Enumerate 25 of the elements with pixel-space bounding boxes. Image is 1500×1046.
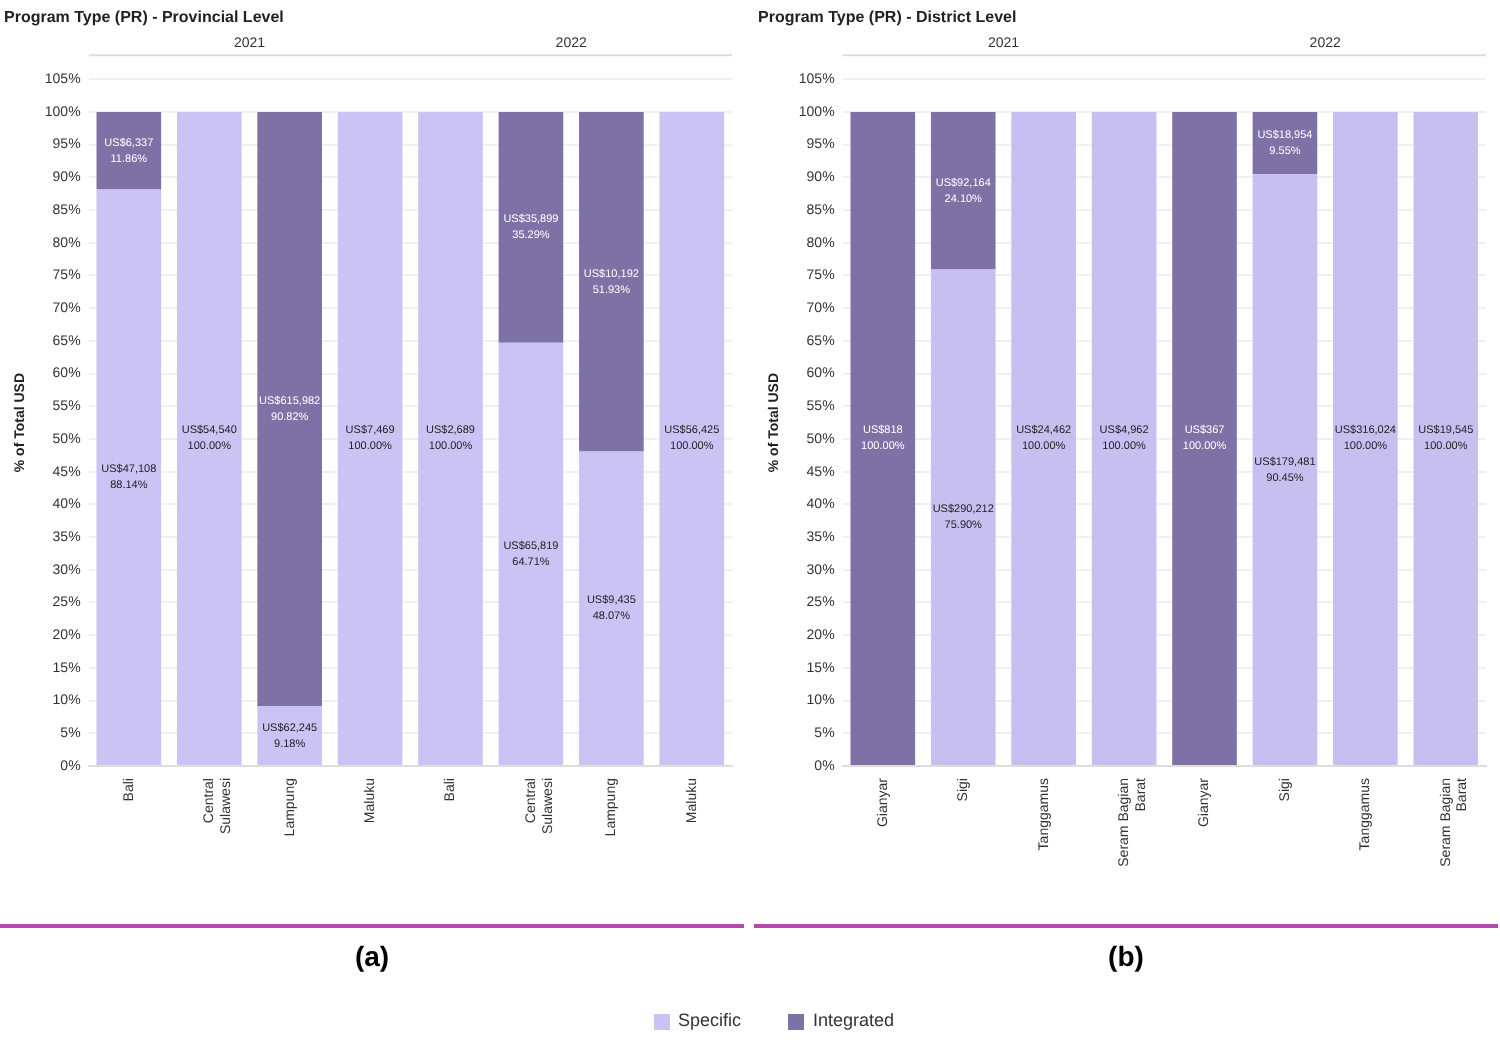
bar: [498, 342, 564, 765]
bar: [498, 111, 564, 343]
bar: [579, 451, 644, 765]
bar: [1252, 174, 1318, 765]
bar: [659, 111, 725, 765]
bar: [1172, 111, 1237, 765]
bar: [418, 111, 483, 765]
legend-label: Integrated: [812, 1010, 895, 1030]
bar: [96, 189, 162, 765]
legend-label: Specific: [677, 1010, 741, 1030]
bar: [1413, 111, 1479, 765]
bar: [850, 111, 916, 765]
chart-title: Program Type (PR) - Provincial Level: [4, 8, 284, 27]
bar: [930, 269, 996, 765]
bar: [257, 111, 322, 706]
bar: [1333, 111, 1398, 765]
bar: [579, 111, 644, 452]
chart-title: Program Type (PR) - District Level: [758, 8, 1017, 27]
bar: [930, 111, 996, 270]
text: (b): [754, 924, 1498, 972]
bar: [337, 111, 403, 765]
text: (a): [0, 924, 744, 972]
bar: [1011, 111, 1076, 765]
bar: [176, 111, 242, 765]
bar: [1091, 111, 1157, 765]
